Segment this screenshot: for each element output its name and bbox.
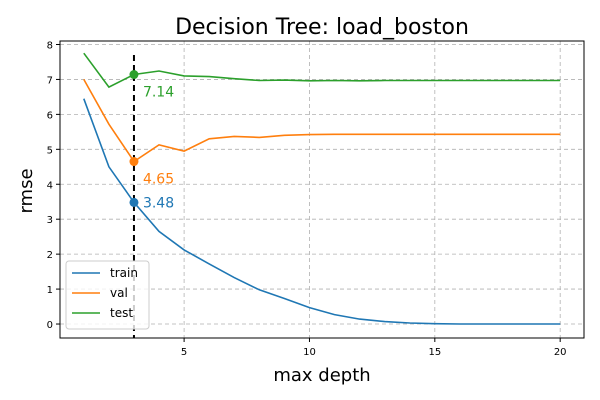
legend-label-test: test: [110, 306, 133, 320]
best-point-val: [129, 157, 139, 167]
y-tick-label: 7: [47, 75, 53, 86]
y-tick-label: 4: [47, 180, 53, 191]
x-axis-label: max depth: [273, 365, 370, 386]
data-label-val: 4.65: [143, 172, 174, 188]
best-point-train: [129, 197, 139, 207]
best-point-test: [129, 70, 139, 80]
x-tick-label: 5: [181, 347, 187, 358]
y-tick-label: 1: [47, 285, 53, 296]
legend-label-val: val: [110, 286, 128, 300]
series-line-val: [83, 79, 561, 163]
y-tick-label: 5: [47, 145, 53, 156]
legend-box: [65, 260, 150, 330]
y-tick-label: 6: [47, 110, 53, 121]
x-axis-ticks: 5 10 15 20: [181, 338, 567, 358]
x-tick-label: 15: [428, 347, 441, 358]
series-line-test: [83, 52, 561, 89]
legend-label-train: train: [110, 266, 138, 280]
data-label-test: 7.14: [143, 85, 174, 101]
y-tick-label: 3: [47, 215, 53, 226]
y-tick-label: 8: [47, 40, 53, 51]
series-lines: [83, 52, 561, 325]
x-tick-label: 10: [303, 347, 316, 358]
x-tick-label: 20: [554, 347, 567, 358]
y-axis-ticks: 0 1 2 3 4 5 6 7 8: [47, 40, 60, 331]
legend: train val test: [65, 260, 150, 330]
y-tick-label: 2: [47, 250, 53, 261]
data-label-train: 3.48: [143, 195, 174, 211]
y-tick-label: 0: [47, 320, 53, 331]
series-line-train: [83, 98, 561, 325]
y-axis-label: rmse: [16, 168, 37, 213]
chart-title: Decision Tree: load_boston: [175, 15, 469, 40]
plot-frame: [59, 40, 585, 339]
